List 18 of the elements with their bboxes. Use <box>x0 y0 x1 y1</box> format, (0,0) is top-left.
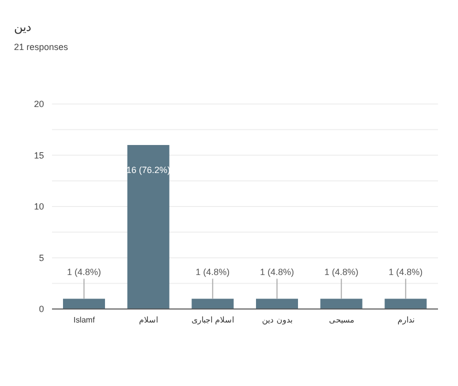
data-label: 1 (4.8%) <box>66 266 102 277</box>
y-tick-label: 10 <box>34 202 44 212</box>
data-label: 1 (4.8%) <box>260 266 294 277</box>
chart-subtitle: 21 responses <box>14 42 68 52</box>
x-tick-label: Islamf <box>73 316 96 325</box>
data-label: 1 (4.8%) <box>196 266 230 277</box>
x-tick-label: اسلام اجباری <box>192 316 234 325</box>
y-tick-label: 20 <box>34 99 44 110</box>
chart-title: دین <box>14 20 31 34</box>
x-tick-label: مسیحی <box>329 316 354 325</box>
x-tick-label: ندارم <box>397 316 414 325</box>
y-tick-label: 0 <box>38 304 44 314</box>
data-label: 1 (4.8%) <box>388 266 423 277</box>
data-label: 1 (4.8%) <box>324 266 358 277</box>
y-tick-label: 15 <box>34 150 44 160</box>
x-tick-label: بدون دین <box>262 316 292 325</box>
x-tick-label: اسلام <box>139 316 158 325</box>
y-tick-label: 5 <box>38 252 44 263</box>
